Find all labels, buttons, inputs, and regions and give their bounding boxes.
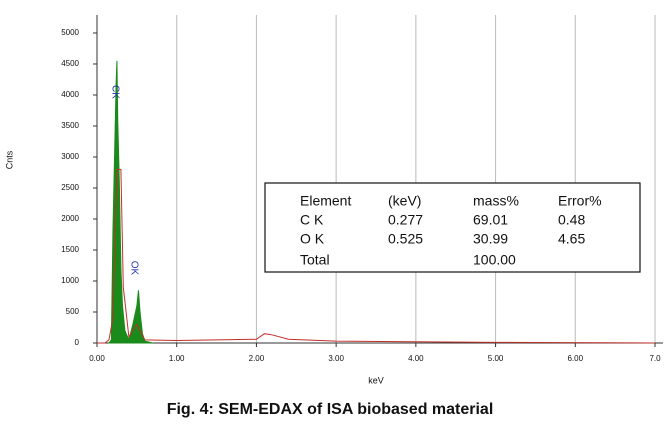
y-tick-label: 1000 [61, 276, 79, 285]
y-tick-label: 1500 [61, 245, 79, 254]
table-cell: 69.01 [473, 212, 508, 228]
y-tick-label: 5000 [61, 28, 79, 37]
table-cell: 0.525 [388, 231, 423, 247]
y-tick-label: 0 [75, 338, 80, 347]
table-header: (keV) [388, 193, 421, 209]
table-total-value: 100.00 [473, 252, 516, 268]
x-axis-label: keV [368, 375, 384, 385]
y-tick-label: 3500 [61, 121, 79, 130]
x-tick-label: 5.00 [488, 354, 504, 363]
y-tick-label: 500 [66, 307, 80, 316]
x-tick-label: 7.0 [649, 354, 661, 363]
table-total-label: Total [300, 252, 330, 268]
x-tick-label: 0.00 [89, 354, 105, 363]
peak-annotation: CK [109, 85, 120, 99]
table-cell: 30.99 [473, 231, 508, 247]
caption: Fig. 4: SEM-EDAX of ISA biobased materia… [167, 401, 494, 418]
table-cell: C K [300, 212, 324, 228]
spectrum-line [97, 168, 656, 344]
table-header: Element [300, 193, 351, 209]
table-cell: 0.277 [388, 212, 423, 228]
table-header: mass% [473, 193, 519, 209]
y-tick-label: 4000 [61, 90, 79, 99]
x-tick-label: 4.00 [408, 354, 424, 363]
y-tick-label: 3000 [61, 152, 79, 161]
x-tick-label: 1.00 [169, 354, 185, 363]
y-tick-label: 4500 [61, 59, 79, 68]
y-axis-label: Cnts [4, 150, 14, 169]
x-tick-label: 2.00 [249, 354, 265, 363]
peak-annotation: OK [128, 261, 139, 276]
spectrum-area [107, 60, 153, 344]
table-cell: 4.65 [558, 231, 585, 247]
table-cell: O K [300, 231, 325, 247]
x-tick-label: 6.00 [567, 354, 583, 363]
y-tick-label: 2000 [61, 214, 79, 223]
table-header: Error% [558, 193, 602, 209]
y-tick-label: 2500 [61, 183, 79, 192]
table-box [264, 182, 641, 273]
table-cell: 0.48 [558, 212, 585, 228]
x-tick-label: 3.00 [328, 354, 344, 363]
